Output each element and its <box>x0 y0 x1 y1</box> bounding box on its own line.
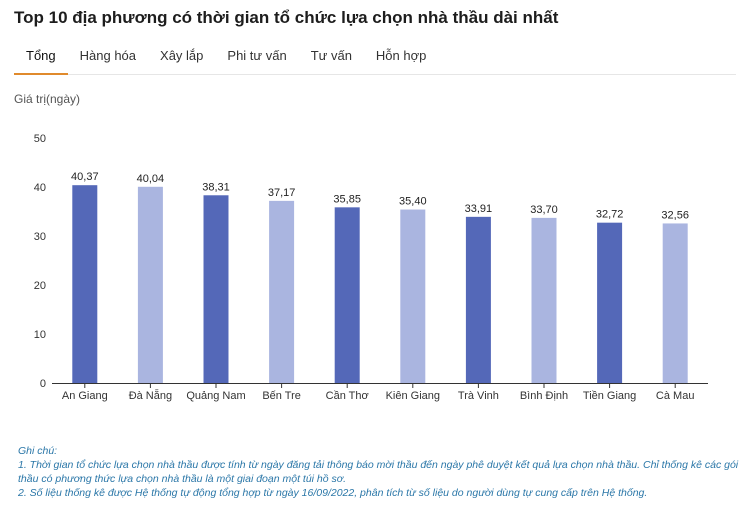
x-tick-label: Đà Nẵng <box>129 389 172 402</box>
x-tick-label: Tiền Giang <box>583 390 636 402</box>
x-tick-label: Cà Mau <box>656 390 695 402</box>
x-tick-label: Bình Định <box>520 390 568 402</box>
x-tick-label: Cần Thơ <box>326 390 369 402</box>
y-tick-label: 0 <box>40 378 46 390</box>
bar <box>203 195 229 383</box>
data-label: 33,70 <box>530 204 558 216</box>
bar <box>662 223 688 383</box>
x-tick-label: Trà Vinh <box>458 390 499 402</box>
bar <box>597 222 623 383</box>
category-tabs: Tổng Hàng hóa Xây lắp Phi tư vấn Tư vấn … <box>14 44 736 75</box>
bar <box>269 200 295 383</box>
notes-heading: Ghi chú: <box>18 445 58 457</box>
data-label: 35,85 <box>333 193 361 205</box>
y-tick-label: 20 <box>34 280 46 292</box>
y-tick-label: 10 <box>34 329 46 341</box>
x-tick-label: Bến Tre <box>262 390 301 402</box>
data-label: 32,56 <box>661 209 689 221</box>
data-label: 32,72 <box>596 209 624 221</box>
tab-tong[interactable]: Tổng <box>14 44 68 75</box>
y-tick-label: 50 <box>34 133 46 145</box>
data-label: 40,37 <box>71 171 99 183</box>
y-tick-label: 40 <box>34 182 46 194</box>
y-axis-title: Giá trị(ngày) <box>14 92 81 106</box>
data-label: 33,91 <box>465 203 493 215</box>
chart-title: Top 10 địa phương có thời gian tổ chức l… <box>14 8 559 27</box>
x-tick-label: Kiên Giang <box>386 390 440 402</box>
x-tick-label: An Giang <box>62 390 108 402</box>
data-label: 37,17 <box>268 187 296 199</box>
bar-chart: 0 10 20 30 40 50 40,37 An Giang 40,04 Đà Nẵng 38,3… <box>34 133 708 402</box>
note-1: 1. Thời gian tổ chức lựa chọn nhà thầu đ… <box>18 459 739 485</box>
notes: Ghi chú: 1. Thời gian tổ chức lựa chọn n… <box>18 444 740 500</box>
bar <box>137 186 163 383</box>
note-2: 2. Số liệu thống kê được Hệ thống tự độn… <box>18 487 648 499</box>
bar <box>334 207 360 383</box>
data-label: 40,04 <box>137 173 165 185</box>
bar <box>72 185 98 383</box>
tab-phi-tu-van[interactable]: Phi tư vấn <box>227 48 287 63</box>
tab-hon-hop[interactable]: Hỗn hợp <box>375 48 427 63</box>
y-tick-label: 30 <box>34 231 46 243</box>
x-tick-label: Quảng Nam <box>186 390 245 402</box>
bar <box>531 217 557 383</box>
bar <box>465 216 491 383</box>
tab-hang-hoa[interactable]: Hàng hóa <box>79 48 137 63</box>
bar <box>400 209 426 383</box>
data-label: 35,40 <box>399 196 427 208</box>
data-label: 38,31 <box>202 181 230 193</box>
tab-tu-van[interactable]: Tư vấn <box>310 48 352 63</box>
tab-xay-lap[interactable]: Xây lắp <box>160 48 204 63</box>
